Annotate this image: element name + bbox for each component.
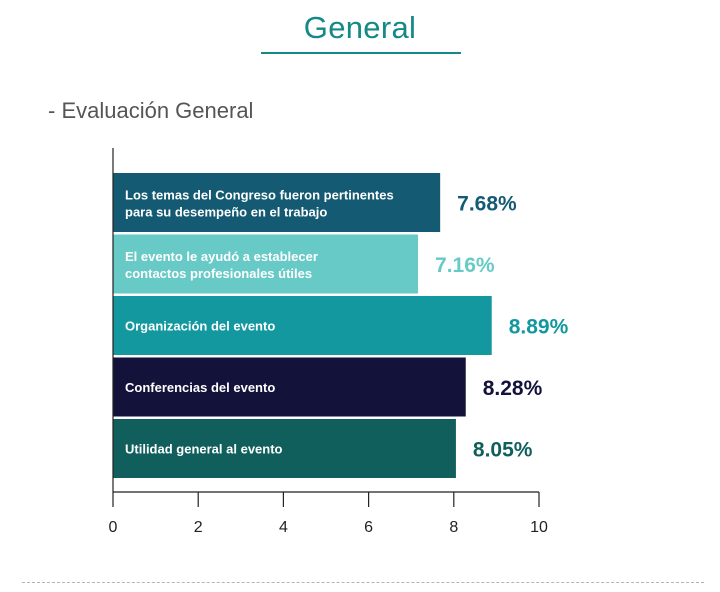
bar-4 <box>113 357 466 417</box>
x-axis: 0 2 4 6 8 10 <box>109 148 548 536</box>
value-label-1: 7.68% <box>457 193 517 216</box>
value-label-3: 8.89% <box>509 316 569 339</box>
value-label-2: 7.16% <box>435 254 495 277</box>
bar-2 <box>113 234 419 294</box>
x-tick-label-2: 2 <box>194 519 203 536</box>
bar-label-3: Organización del evento <box>125 319 275 334</box>
bar-label-4: Conferencias del evento <box>125 380 275 395</box>
x-tick-label-0: 0 <box>109 519 118 536</box>
page-title: General <box>303 10 417 45</box>
bar-label-1-line2: para su desempeño en el trabajo <box>125 205 327 220</box>
bar-5 <box>113 419 456 478</box>
bar-label-5: Utilidad general al evento <box>125 442 283 457</box>
x-tick-label-8: 8 <box>449 519 458 536</box>
value-label-4: 8.28% <box>483 377 543 400</box>
x-tick-label-4: 4 <box>279 519 288 536</box>
section-heading: - Evaluación General <box>48 98 254 123</box>
bars-layer: Los temas del Congreso fueron pertinente… <box>113 173 569 478</box>
x-tick-label-10: 10 <box>530 519 548 536</box>
bar-1 <box>113 173 441 232</box>
bar-label-2-line1: El evento le ayudó a establecer <box>125 249 318 264</box>
bar-3 <box>113 296 492 355</box>
bar-label-2-line2: contactos profesionales útiles <box>125 266 312 281</box>
x-tick-label-6: 6 <box>364 519 373 536</box>
bottom-divider <box>22 582 704 583</box>
value-label-5: 8.05% <box>473 439 533 462</box>
bar-label-1-line1: Los temas del Congreso fueron pertinente… <box>125 188 394 203</box>
title-underline <box>261 52 461 54</box>
